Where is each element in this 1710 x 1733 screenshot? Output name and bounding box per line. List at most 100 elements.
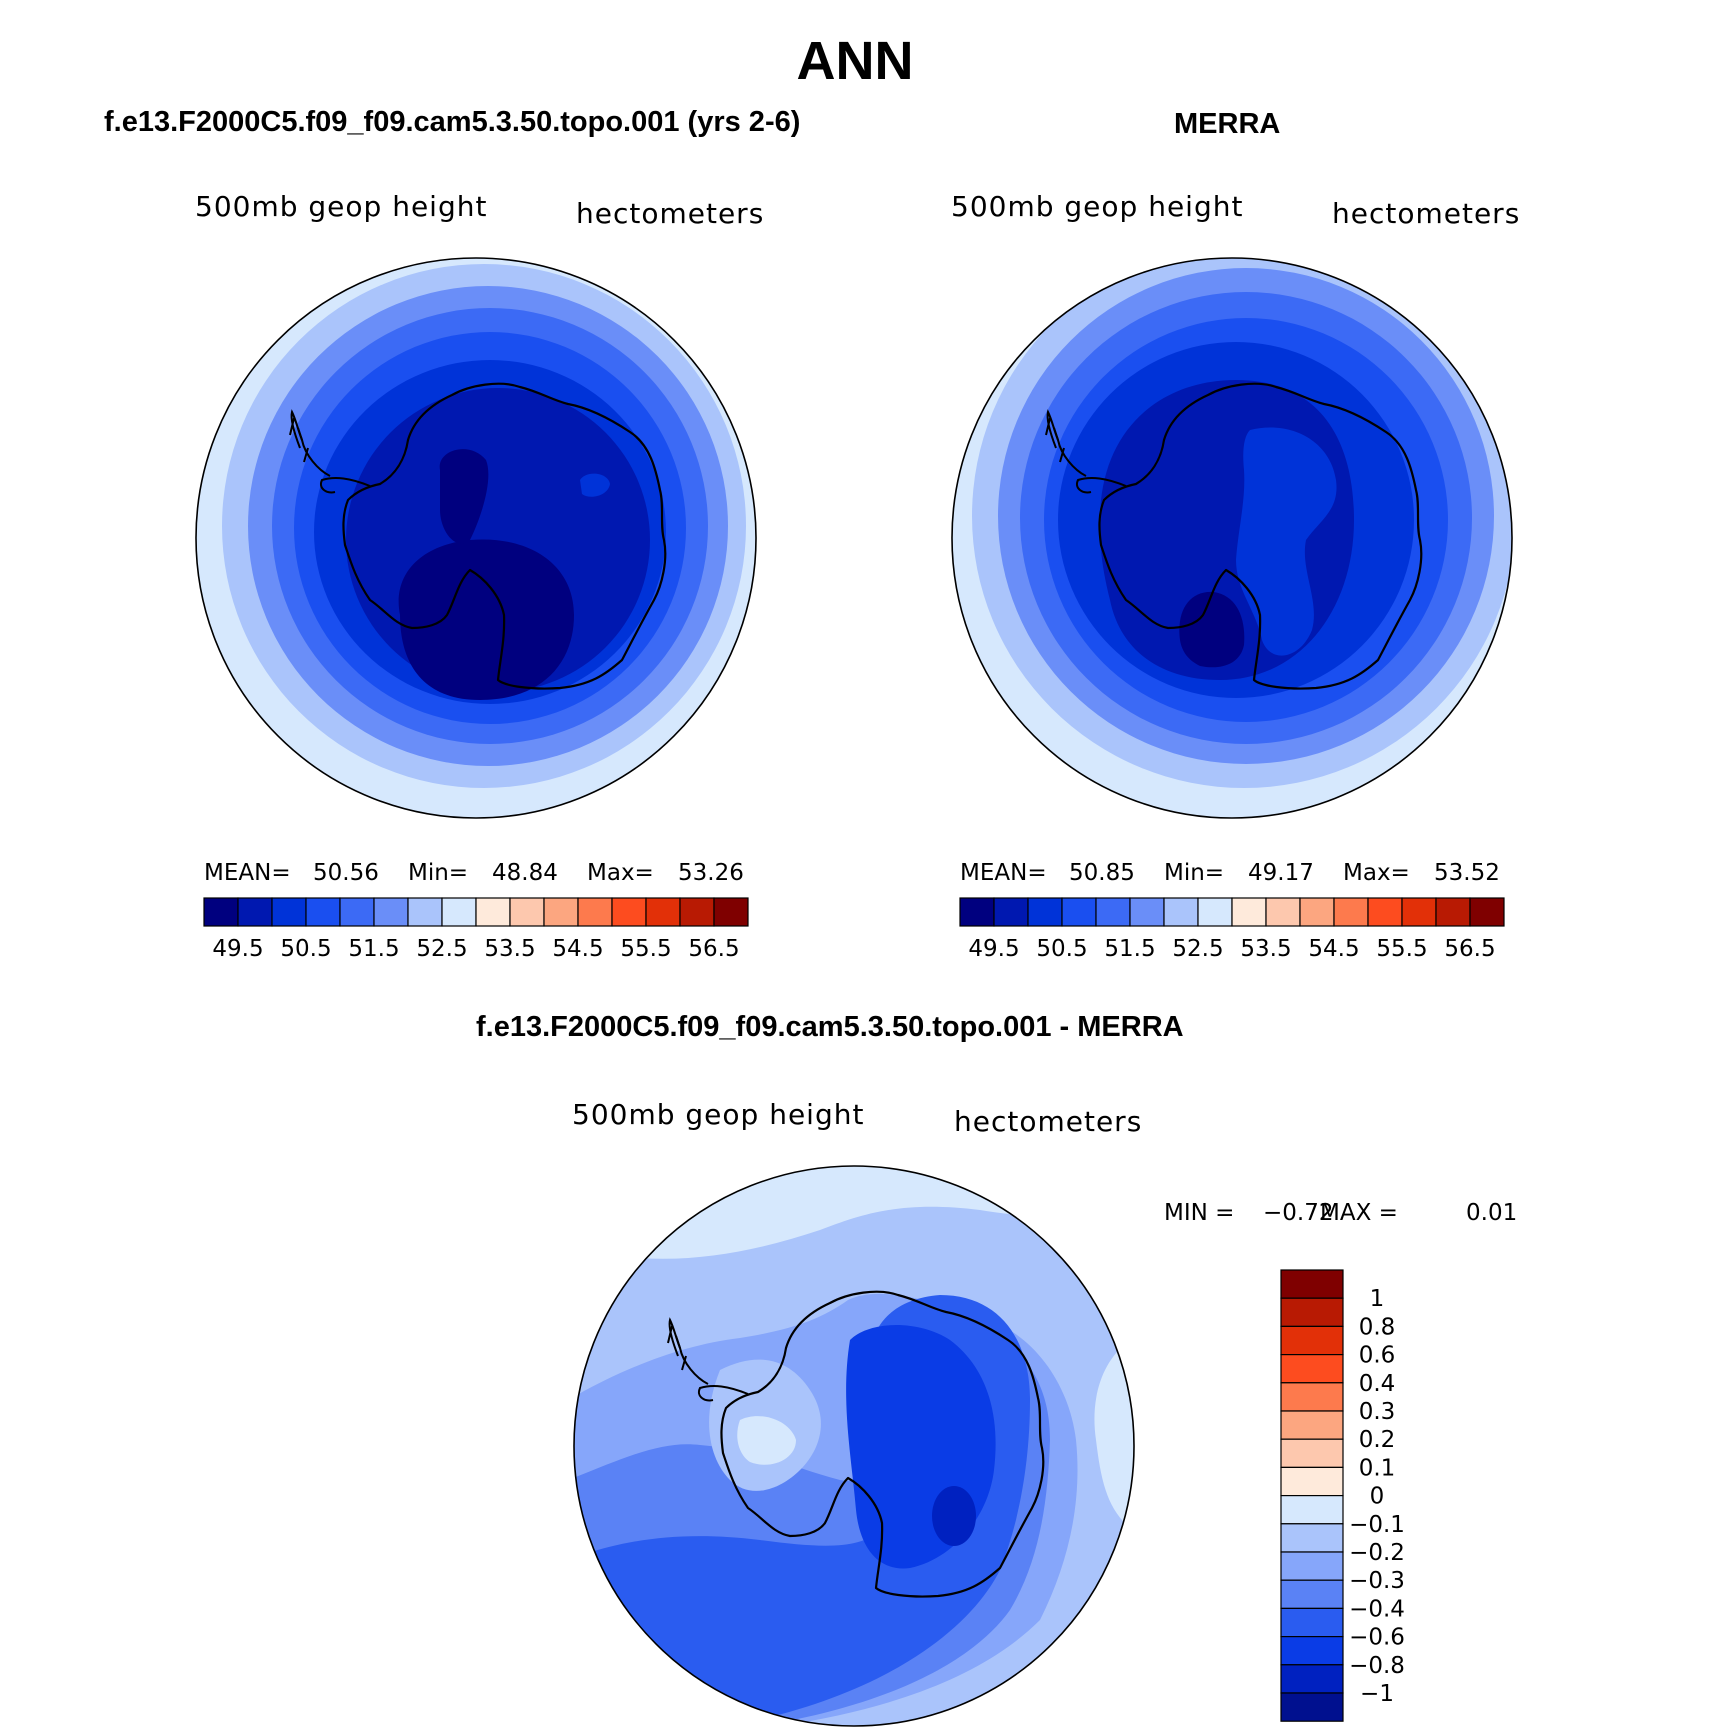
colorbar-swatch: [1129, 897, 1165, 927]
colorbar-swatch: [1280, 1269, 1344, 1299]
panel-2-variable-label: 500mb geop height: [951, 190, 1244, 223]
panel-3-min-label: MIN =: [1164, 1200, 1235, 1226]
panel-2-min-label: Min=: [1164, 860, 1225, 886]
panel-3-max-label: MAX =: [1320, 1200, 1398, 1226]
colorbar-swatch: [1280, 1382, 1344, 1412]
colorbar-tick-label: 0.3: [1359, 1399, 1396, 1425]
colorbar-swatch: [1280, 1325, 1344, 1356]
colorbar-tick-label: −0.6: [1349, 1625, 1405, 1651]
colorbar-merra: 49.5 50.5 51.5 52.5 53.5 54.5 55.5 56.5: [959, 897, 1505, 962]
colorbar-tick-label: 0.4: [1359, 1371, 1396, 1397]
panel-1-mean-value: 50.56: [313, 860, 379, 886]
colorbar-swatch: [1280, 1635, 1344, 1666]
colorbar-swatch: [1280, 1466, 1344, 1497]
colorbar-tick-label: 53.5: [1240, 936, 1291, 962]
colorbar-tick-label: −0.2: [1349, 1540, 1405, 1566]
colorbar-tick-label: −0.3: [1349, 1568, 1405, 1594]
colorbar-tick-label: 51.5: [348, 936, 399, 962]
colorbar-swatch: [1333, 897, 1369, 927]
panel-1-mean-label: MEAN=: [204, 860, 291, 886]
colorbar-swatch: [305, 897, 341, 927]
panel-1-min-value: 48.84: [492, 860, 558, 886]
colorbar-swatch: [1095, 897, 1131, 927]
colorbar-swatch: [441, 897, 477, 927]
colorbar-swatch: [679, 897, 715, 927]
colorbar-swatch: [993, 897, 1029, 927]
panel-2-units-label: hectometers: [1332, 197, 1521, 230]
panel-3-variable-label: 500mb geop height: [572, 1098, 865, 1131]
colorbar-tick-label: 52.5: [416, 936, 467, 962]
colorbar-tick-label: 55.5: [1376, 936, 1427, 962]
panel-2-min-value: 49.17: [1248, 860, 1314, 886]
colorbar-difference: 10.8 0.60.40.30.20.1 0−0.1−0.2−0.3−0.4 −0.6…: [1280, 1269, 1405, 1722]
colorbar-tick-label: 55.5: [620, 936, 671, 962]
panel-1-min-label: Min=: [408, 860, 469, 886]
colorbar-tick-label: 49.5: [968, 936, 1019, 962]
panel-1-max-value: 53.26: [678, 860, 744, 886]
colorbar-swatch: [1280, 1692, 1344, 1722]
colorbar-swatch: [1231, 897, 1267, 927]
colorbar-tick-label: 56.5: [688, 936, 739, 962]
colorbar-tick-label: 56.5: [1444, 936, 1495, 962]
panel-3-max-value: 0.01: [1466, 1200, 1518, 1226]
colorbar-swatch: [543, 897, 579, 927]
colorbar-swatch: [1027, 897, 1063, 927]
colorbar-swatch: [959, 897, 995, 927]
panel-1-title: f.e13.F2000C5.f09_f09.cam5.3.50.topo.001…: [104, 106, 801, 138]
main-title: ANN: [796, 31, 914, 91]
colorbar-tick-label: −1: [1360, 1681, 1394, 1707]
colorbar-tick-label: 49.5: [212, 936, 263, 962]
colorbar-tick-label: −0.8: [1349, 1653, 1405, 1679]
panel-1-variable-label: 500mb geop height: [195, 190, 488, 223]
map-panel-model: [195, 257, 757, 819]
colorbar-tick-label: 50.5: [280, 936, 331, 962]
colorbar-tick-label: 1: [1370, 1286, 1385, 1312]
map-panel-merra: [951, 257, 1513, 819]
colorbar-swatch: [373, 897, 409, 927]
colorbar-swatch: [1280, 1607, 1344, 1638]
colorbar-tick-label: 53.5: [484, 936, 535, 962]
colorbar-tick-label: 54.5: [1308, 936, 1359, 962]
colorbar-swatch: [1280, 1494, 1344, 1525]
panel-2-mean-label: MEAN=: [960, 860, 1047, 886]
colorbar-swatch: [1280, 1438, 1344, 1468]
colorbar-tick-label: 54.5: [552, 936, 603, 962]
colorbar-swatch: [407, 897, 443, 927]
colorbar-swatch: [1469, 897, 1505, 927]
panel-3-title: f.e13.F2000C5.f09_f09.cam5.3.50.topo.001…: [476, 1011, 1184, 1043]
colorbar-tick-label: 52.5: [1172, 936, 1223, 962]
colorbar-swatch: [271, 897, 307, 927]
panel-2-max-label: Max=: [1343, 860, 1410, 886]
colorbar-swatch: [1163, 897, 1199, 927]
panel-2-mean-value: 50.85: [1069, 860, 1135, 886]
colorbar-swatch: [1280, 1353, 1344, 1384]
colorbar-swatch: [645, 897, 681, 927]
map-panel-difference: [573, 1165, 1135, 1727]
colorbar-swatch: [1280, 1579, 1344, 1609]
colorbar-swatch: [339, 897, 375, 927]
colorbar-tick-label: 0.6: [1359, 1343, 1396, 1369]
colorbar-swatch: [713, 897, 749, 927]
colorbar-tick-label: 50.5: [1036, 936, 1087, 962]
colorbar-swatch: [1280, 1410, 1344, 1440]
panel-1-max-label: Max=: [587, 860, 654, 886]
colorbar-tick-label: 51.5: [1104, 936, 1155, 962]
colorbar-swatch: [1197, 897, 1233, 927]
colorbar-tick-label: 0.8: [1359, 1314, 1396, 1340]
colorbar-swatch: [1299, 897, 1335, 927]
colorbar-tick-label: 0: [1370, 1484, 1385, 1510]
panel-1-units-label: hectometers: [576, 197, 765, 230]
colorbar-tick-label: 0.2: [1359, 1427, 1396, 1453]
colorbar-swatch: [237, 897, 273, 927]
colorbar-swatch: [611, 897, 647, 927]
colorbar-swatch: [1367, 897, 1403, 927]
colorbar-swatch: [203, 897, 239, 927]
panel-2-max-value: 53.52: [1434, 860, 1500, 886]
colorbar-swatch: [1280, 1551, 1344, 1581]
colorbar-swatch: [509, 897, 545, 927]
colorbar-swatch: [1401, 897, 1437, 927]
colorbar-swatch: [1280, 1523, 1344, 1553]
colorbar-tick-label: 0.1: [1359, 1455, 1396, 1481]
colorbar-tick-label: −0.1: [1349, 1512, 1405, 1538]
